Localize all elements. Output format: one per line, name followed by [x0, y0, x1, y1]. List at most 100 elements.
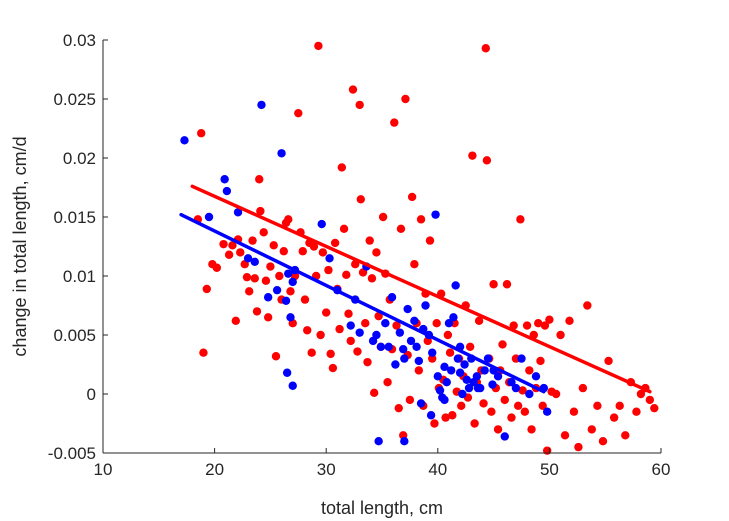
red-data-point: [316, 331, 324, 339]
red-data-point: [275, 272, 283, 280]
x-axis-label: total length, cm: [321, 498, 443, 518]
y-tick-label: 0.025: [53, 90, 96, 109]
red-data-point: [236, 248, 244, 256]
blue-data-point: [325, 254, 333, 262]
blue-data-point: [421, 301, 429, 309]
red-data-point: [264, 313, 272, 321]
red-data-point: [616, 402, 624, 410]
red-data-point: [401, 95, 409, 103]
red-data-point: [314, 42, 322, 50]
red-data-point: [260, 228, 268, 236]
red-data-point: [432, 319, 440, 327]
x-tick-label: 30: [317, 460, 336, 479]
blue-data-point: [223, 187, 231, 195]
red-data-point: [270, 241, 278, 249]
red-data-point: [340, 225, 348, 233]
blue-data-point: [412, 343, 420, 351]
red-data-point: [521, 408, 529, 416]
red-data-point: [430, 419, 438, 427]
blue-data-point: [257, 101, 265, 109]
red-data-point: [503, 280, 511, 288]
red-data-point: [366, 236, 374, 244]
y-tick-label: -0.005: [48, 444, 96, 463]
red-data-point: [197, 129, 205, 137]
blue-data-point: [428, 349, 436, 357]
blue-data-point: [417, 399, 425, 407]
blue-data-point: [410, 317, 418, 325]
blue-data-point: [440, 396, 448, 404]
y-axis-label: change in total length, cm/d: [10, 136, 30, 356]
red-data-point: [483, 156, 491, 164]
x-tick-label: 60: [652, 460, 671, 479]
red-data-point: [329, 364, 337, 372]
blue-data-point: [488, 380, 496, 388]
red-data-point: [370, 389, 378, 397]
red-data-point: [426, 236, 434, 244]
y-tick-label: 0.005: [53, 326, 96, 345]
red-data-point: [599, 437, 607, 445]
x-tick-label: 10: [94, 460, 113, 479]
red-data-point: [213, 264, 221, 272]
red-data-point: [408, 193, 416, 201]
blue-data-point: [436, 386, 444, 394]
red-data-point: [482, 44, 490, 52]
red-data-point: [604, 357, 612, 365]
red-data-point: [225, 251, 233, 259]
red-data-point: [556, 331, 564, 339]
red-data-point: [353, 347, 361, 355]
blue-data-point: [388, 293, 396, 301]
blue-data-point: [283, 369, 291, 377]
red-data-point: [523, 321, 531, 329]
blue-data-point: [377, 343, 385, 351]
red-data-point: [574, 443, 582, 451]
red-data-point: [579, 384, 587, 392]
red-data-point: [272, 352, 280, 360]
red-data-point: [335, 325, 343, 333]
blue-data-point: [473, 372, 481, 380]
blue-data-point: [289, 278, 297, 286]
blue-data-point: [374, 437, 382, 445]
red-data-point: [646, 396, 654, 404]
red-data-point: [417, 215, 425, 223]
red-data-point: [301, 295, 309, 303]
blue-data-point: [381, 319, 389, 327]
red-data-point: [632, 408, 640, 416]
y-tick-label: 0.02: [63, 149, 96, 168]
blue-data-point: [456, 369, 464, 377]
blue-data-point: [273, 286, 281, 294]
red-data-point: [415, 366, 423, 374]
red-data-point: [514, 402, 522, 410]
red-data-point: [570, 408, 578, 416]
blue-data-point: [396, 328, 404, 336]
blue-data-point: [180, 136, 188, 144]
blue-data-point: [220, 175, 228, 183]
blue-data-point: [458, 390, 466, 398]
blue-data-point: [391, 360, 399, 368]
red-data-point: [507, 413, 515, 421]
red-data-point: [284, 215, 292, 223]
red-data-point: [621, 431, 629, 439]
blue-data-point: [512, 384, 520, 392]
red-data-point: [446, 349, 454, 357]
red-data-point: [363, 358, 371, 366]
red-data-point: [219, 240, 227, 248]
red-data-point: [344, 310, 352, 318]
red-data-point: [561, 431, 569, 439]
red-data-point: [286, 287, 294, 295]
red-data-point: [487, 408, 495, 416]
blue-data-point: [264, 293, 272, 301]
red-data-point: [470, 419, 478, 427]
blue-data-point: [251, 258, 259, 266]
blue-data-point: [355, 328, 363, 336]
red-data-point: [457, 402, 465, 410]
red-data-point: [444, 331, 452, 339]
red-data-point: [338, 163, 346, 171]
blue-data-point: [532, 372, 540, 380]
red-data-point: [479, 399, 487, 407]
red-data-point: [468, 151, 476, 159]
red-data-point: [372, 248, 380, 256]
blue-data-point: [525, 390, 533, 398]
red-data-point: [536, 357, 544, 365]
red-data-point: [347, 337, 355, 345]
